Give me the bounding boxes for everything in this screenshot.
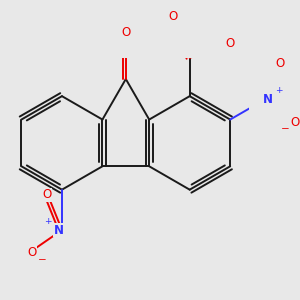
Text: O: O — [168, 10, 178, 23]
Text: O: O — [225, 38, 235, 50]
Text: N: N — [263, 93, 273, 106]
Text: −: − — [38, 255, 46, 265]
Text: O: O — [290, 116, 300, 128]
Text: O: O — [27, 246, 37, 259]
Text: −: − — [281, 124, 290, 134]
Text: N: N — [54, 224, 64, 236]
Text: +: + — [44, 217, 52, 226]
Text: O: O — [276, 57, 285, 70]
Text: O: O — [42, 188, 51, 201]
Text: O: O — [121, 26, 130, 39]
Text: +: + — [275, 86, 283, 95]
